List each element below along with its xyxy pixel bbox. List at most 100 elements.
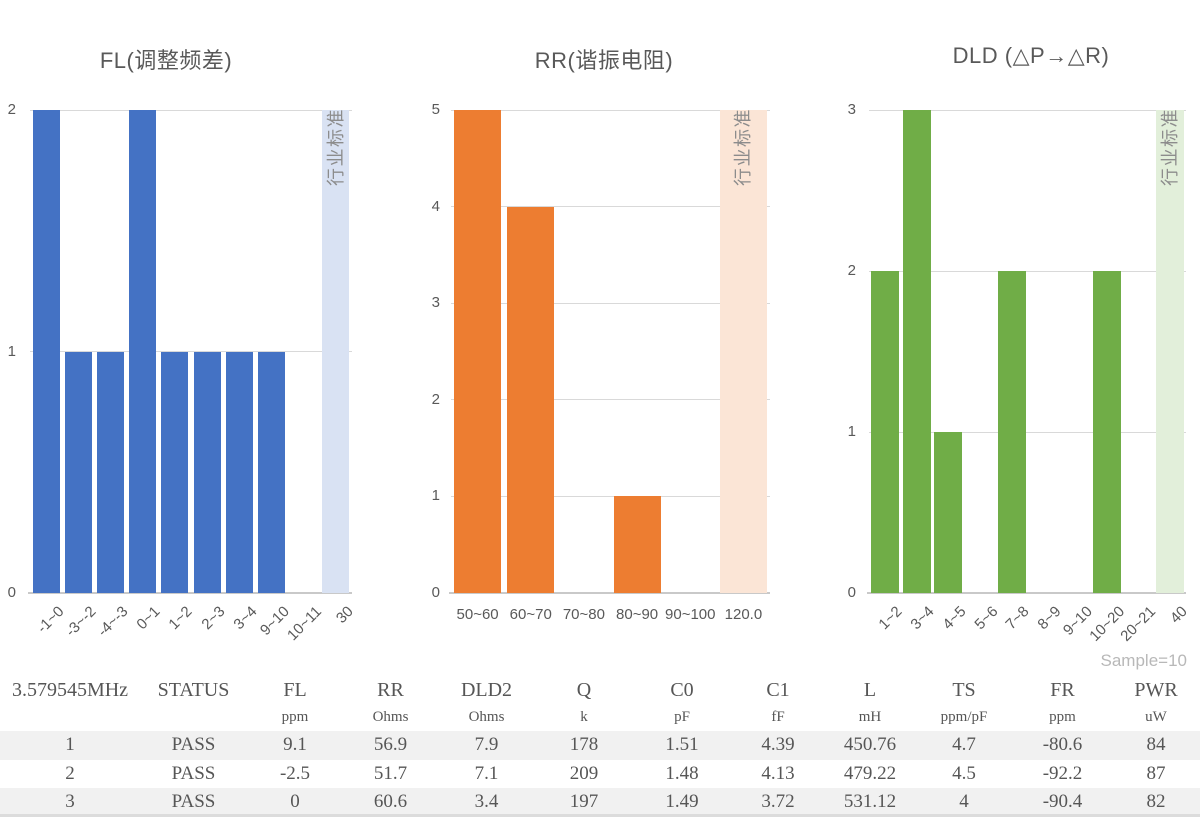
- gridline: [451, 495, 770, 497]
- header-row: 3.579545MHz STATUS FL RR DLD2 Q C0 C1 L TS FR PWR: [0, 676, 1200, 704]
- cell: 7.9: [474, 734, 499, 756]
- bar-60~70: [507, 206, 555, 593]
- industry-standard-label: 行业标准: [1160, 108, 1181, 186]
- cell: -92.2: [1042, 762, 1083, 784]
- bar--4~-3: [97, 351, 124, 593]
- cell: 4.7: [952, 734, 976, 756]
- column-header: Q: [576, 678, 592, 701]
- bar-1~2: [161, 351, 189, 593]
- y-axis-tick-label: 0: [431, 584, 440, 601]
- y-axis-tick-label: 1: [7, 342, 16, 360]
- y-axis-tick-label: 2: [431, 390, 440, 408]
- gridline: [30, 351, 352, 352]
- column-unit: ppm: [281, 709, 309, 725]
- x-axis-category-label: 8~9: [1034, 603, 1065, 634]
- x-axis-category-label: 90~100: [665, 606, 716, 623]
- cell: 82: [1146, 791, 1166, 813]
- cell: 4.39: [761, 734, 795, 756]
- column-header: FL: [283, 678, 307, 701]
- table-row: 1 PASS 9.1 56.9 7.9 178 1.51 4.39 450.76 4.7 -80.6…: [0, 731, 1200, 760]
- x-axis-category-label: 50~60: [456, 606, 499, 623]
- bar-10~20: [1092, 271, 1121, 593]
- bar-50~60: [454, 110, 502, 593]
- bar--3~-2: [64, 351, 92, 593]
- gridline: [30, 109, 352, 111]
- y-axis-tick-label: 0: [847, 584, 856, 601]
- column-unit: Ohms: [372, 709, 409, 725]
- cell: 84: [1146, 734, 1166, 756]
- column-header: TS: [952, 678, 976, 701]
- y-axis-tick-label: 0: [7, 584, 16, 601]
- bar-3~4: [225, 351, 253, 593]
- chart-fl-title: FL(调整频差): [99, 48, 233, 73]
- column-header: C1: [766, 678, 790, 701]
- x-axis-category-label: 60~70: [509, 606, 552, 623]
- x-axis-category-label: 20~21: [1117, 603, 1160, 645]
- column-unit: k: [580, 709, 588, 725]
- column-unit: mH: [858, 709, 882, 725]
- column-header: DLD2: [460, 678, 513, 701]
- bar-0~1: [129, 110, 157, 593]
- chart-dld-title: DLD (△P→△R): [952, 43, 1110, 68]
- column-header: FR: [1050, 678, 1075, 701]
- column-header: L: [863, 678, 877, 701]
- column-header: 3.579545MHz: [11, 678, 129, 701]
- gridline: [451, 206, 770, 208]
- x-axis-line: [449, 592, 770, 594]
- cell: 3.4: [474, 791, 499, 813]
- cell: 7.1: [474, 762, 499, 784]
- cell: -2.5: [279, 762, 311, 784]
- y-axis-tick-label: 3: [847, 101, 856, 118]
- gridline: [869, 270, 1186, 272]
- industry-standard-band: [1156, 110, 1185, 593]
- x-axis-line: [867, 592, 1186, 594]
- bar-3~4: [902, 110, 931, 593]
- chart-rr-title: RR(谐振电阻): [534, 48, 674, 73]
- industry-standard-band: [322, 110, 350, 593]
- cell: 51.7: [373, 762, 408, 784]
- cell: 450.76: [843, 734, 897, 756]
- cell: 479.22: [843, 762, 897, 784]
- cell: 1.49: [665, 791, 699, 813]
- column-unit: Ohms: [468, 709, 505, 725]
- y-axis-tick-label: 2: [847, 262, 856, 279]
- cell: 1.51: [665, 734, 699, 756]
- bar-1~2: [870, 271, 899, 593]
- x-axis-category-label: 4~5: [939, 603, 970, 634]
- cell: 0: [290, 791, 300, 813]
- table-row: 2 PASS -2.5 51.7 7.1 209 1.48 4.13 479.22 4.5 -92.…: [0, 760, 1200, 789]
- cell: 2: [65, 762, 75, 784]
- x-axis-category-label: 40: [1167, 603, 1192, 627]
- table-row: 3 PASS 0 60.6 3.4 197 1.49 3.72 531.12 4 -90.4 82: [0, 788, 1200, 817]
- cell: 9.1: [283, 734, 307, 756]
- gridline: [451, 399, 770, 401]
- x-axis-category-label: 80~90: [616, 606, 659, 623]
- gridline: [869, 109, 1186, 111]
- column-unit: [140, 704, 247, 731]
- cell: 3.72: [761, 791, 795, 813]
- cell: 197: [569, 791, 599, 813]
- bar--1~0: [32, 110, 60, 593]
- x-axis-category-label: 120.0: [724, 606, 763, 623]
- sample-size-label: Sample=10: [1100, 651, 1187, 670]
- cell: PASS: [171, 762, 216, 784]
- table-bottom-strip: [0, 814, 1200, 817]
- cell: PASS: [171, 734, 216, 756]
- cell: 531.12: [843, 791, 897, 813]
- y-axis-tick-label: 2: [7, 101, 16, 118]
- bar-2~3: [193, 351, 221, 593]
- x-axis-line: [28, 592, 352, 594]
- y-axis-tick-label: 5: [431, 101, 440, 118]
- cell: 209: [569, 762, 599, 784]
- column-header: C0: [670, 678, 694, 701]
- bar-7~8: [997, 271, 1026, 593]
- results-table: 3.579545MHz STATUS FL RR DLD2 Q C0 C1 L TS FR PWR pp…: [0, 676, 1200, 817]
- column-unit: pF: [674, 709, 690, 725]
- column-unit: ppm: [1049, 709, 1076, 725]
- bar-4~5: [934, 432, 963, 593]
- cell: 4.5: [952, 762, 976, 784]
- x-axis-category-label: 1~2: [875, 603, 906, 634]
